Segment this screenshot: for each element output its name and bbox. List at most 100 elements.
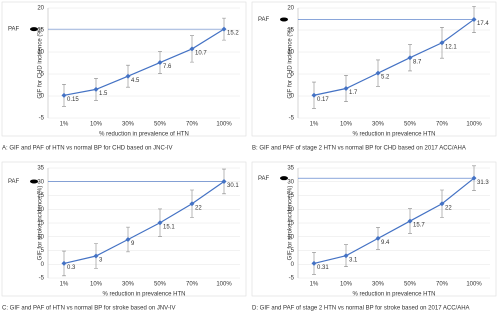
y-tick-label: 0 bbox=[291, 94, 295, 100]
marker bbox=[375, 70, 381, 76]
y-tick-label: 10 bbox=[37, 50, 44, 56]
value-label: 31.3 bbox=[477, 180, 489, 186]
y-tick-label: -5 bbox=[39, 276, 45, 282]
value-label: 15.7 bbox=[413, 223, 425, 229]
x-tick-label: 100% bbox=[466, 282, 482, 288]
y-tick-label: 35 bbox=[37, 166, 44, 172]
x-tick-label: 10% bbox=[90, 122, 103, 128]
y-tick-label: 5 bbox=[41, 72, 45, 78]
y-tick-label: 15 bbox=[287, 221, 294, 227]
paf-marker bbox=[30, 179, 38, 184]
marker bbox=[61, 92, 67, 98]
x-axis-label: % reduction in prevalence HTN bbox=[352, 132, 435, 138]
y-tick-label: 35 bbox=[287, 166, 294, 172]
y-tick-label: 0 bbox=[41, 262, 45, 268]
x-tick-label: 70% bbox=[436, 122, 449, 128]
value-label: 10.7 bbox=[195, 50, 207, 56]
plot-frame bbox=[1, 1, 247, 137]
caption: D: GIF and PAF of stage 2 HTN vs normal … bbox=[252, 306, 470, 312]
value-label: 9 bbox=[131, 241, 135, 247]
marker bbox=[189, 46, 195, 52]
plot-frame bbox=[1, 161, 247, 297]
x-tick-label: 100% bbox=[216, 122, 232, 128]
x-axis-label: % reduction in prevalence HTN bbox=[352, 292, 435, 298]
y-tick-label: 15 bbox=[37, 221, 44, 227]
x-tick-label: 100% bbox=[216, 282, 232, 288]
y-axis-label: GIF for stroke incidence (%) bbox=[38, 186, 44, 261]
y-tick-label: 30 bbox=[287, 179, 294, 185]
x-tick-label: 30% bbox=[372, 282, 385, 288]
marker bbox=[343, 86, 349, 92]
y-tick-label: 10 bbox=[287, 234, 294, 240]
x-tick-label: 70% bbox=[186, 122, 199, 128]
marker bbox=[439, 201, 445, 207]
x-tick-label: 30% bbox=[122, 122, 135, 128]
y-tick-label: 5 bbox=[41, 248, 45, 254]
paf-label: PAF bbox=[8, 179, 20, 185]
y-tick-label: 0 bbox=[291, 262, 295, 268]
y-tick-label: 10 bbox=[287, 50, 294, 56]
value-label: 15.1 bbox=[163, 224, 175, 230]
marker bbox=[189, 201, 195, 207]
value-label: 7.6 bbox=[163, 64, 172, 70]
y-tick-label: 20 bbox=[287, 207, 294, 213]
plot-frame bbox=[251, 161, 497, 297]
marker bbox=[125, 237, 131, 242]
value-label: 1.7 bbox=[349, 90, 358, 96]
value-label: 4.5 bbox=[131, 78, 140, 84]
y-tick-label: 10 bbox=[37, 234, 44, 240]
x-tick-label: 1% bbox=[60, 282, 69, 288]
marker bbox=[439, 40, 445, 46]
paf-marker bbox=[280, 176, 288, 181]
marker bbox=[407, 55, 413, 61]
value-label: 3.1 bbox=[349, 257, 358, 263]
marker bbox=[311, 260, 317, 266]
x-tick-label: 50% bbox=[404, 122, 417, 128]
plot-frame bbox=[251, 1, 497, 137]
y-tick-label: 5 bbox=[291, 72, 295, 78]
x-tick-label: 1% bbox=[310, 282, 319, 288]
x-tick-label: 50% bbox=[154, 122, 167, 128]
paf-marker bbox=[280, 17, 288, 22]
marker bbox=[93, 86, 99, 92]
value-label: 0.15 bbox=[67, 97, 79, 103]
marker bbox=[157, 220, 163, 226]
y-axis-label: GIF for CHD incidence (%) bbox=[38, 27, 44, 98]
x-tick-label: 10% bbox=[340, 122, 353, 128]
y-axis-label: GIF for stroke incidence (%) bbox=[288, 186, 294, 261]
marker bbox=[221, 178, 227, 184]
marker bbox=[93, 253, 99, 259]
value-label: 0.31 bbox=[317, 265, 329, 271]
value-label: 15.2 bbox=[227, 31, 239, 37]
value-label: 17.4 bbox=[477, 21, 489, 27]
series-line bbox=[63, 28, 225, 96]
y-tick-label: 20 bbox=[37, 6, 44, 12]
x-tick-label: 100% bbox=[466, 122, 482, 128]
value-label: 9.4 bbox=[381, 240, 390, 246]
x-tick-label: 30% bbox=[372, 122, 385, 128]
series-line bbox=[313, 18, 475, 96]
y-tick-label: 20 bbox=[37, 207, 44, 213]
x-tick-label: 30% bbox=[122, 282, 135, 288]
y-tick-label: -5 bbox=[289, 116, 295, 122]
value-label: 12.1 bbox=[445, 44, 457, 50]
paf-label: PAF bbox=[258, 17, 270, 23]
value-label: 30.1 bbox=[227, 183, 239, 189]
value-label: 5.2 bbox=[381, 75, 390, 81]
y-tick-label: 25 bbox=[287, 193, 294, 199]
marker bbox=[311, 92, 317, 98]
x-tick-label: 70% bbox=[436, 282, 449, 288]
marker bbox=[61, 260, 67, 266]
y-tick-label: 30 bbox=[37, 179, 44, 185]
y-tick-label: -5 bbox=[39, 116, 45, 122]
caption: A: GIF and PAF of HTN vs normal BP for C… bbox=[2, 146, 173, 152]
y-tick-label: 25 bbox=[37, 193, 44, 199]
marker bbox=[471, 16, 477, 22]
y-tick-label: -5 bbox=[289, 276, 295, 282]
paf-label: PAF bbox=[258, 176, 270, 182]
value-label: 1.5 bbox=[99, 91, 108, 97]
marker bbox=[471, 175, 477, 181]
paf-marker bbox=[30, 27, 38, 32]
x-axis-label: % reduction in prevalence HTN bbox=[102, 292, 185, 298]
